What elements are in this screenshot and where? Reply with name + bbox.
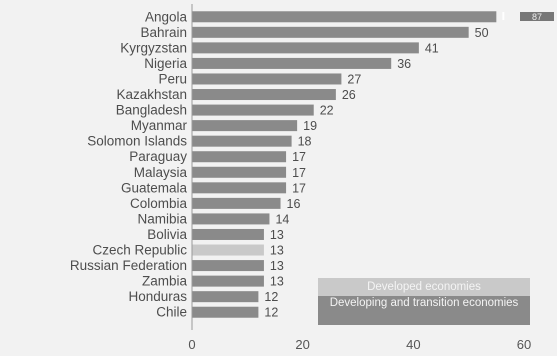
data-label-8: 18 xyxy=(298,135,312,149)
category-label-19: Chile xyxy=(156,305,187,320)
x-tick-label-3: 60 xyxy=(517,337,531,352)
category-label-5: Kazakhstan xyxy=(116,87,187,102)
bar-2 xyxy=(192,42,419,54)
bar-5 xyxy=(192,89,336,101)
category-label-6: Bangladesh xyxy=(116,103,187,118)
category-label-18: Honduras xyxy=(128,289,187,304)
bar-1 xyxy=(192,26,469,38)
bar-19 xyxy=(192,306,259,318)
data-label-5: 26 xyxy=(342,88,356,102)
category-label-12: Colombia xyxy=(130,196,188,211)
data-label-4: 27 xyxy=(347,72,361,86)
category-label-1: Bahrain xyxy=(140,25,187,40)
legend-swatch-developing xyxy=(318,296,530,325)
bar-11 xyxy=(192,182,287,194)
x-tick-label-1: 20 xyxy=(295,337,309,352)
data-label-19: 12 xyxy=(264,306,278,320)
data-label-16: 13 xyxy=(270,259,284,273)
category-label-16: Russian Federation xyxy=(70,258,187,273)
data-label-10: 17 xyxy=(292,166,306,180)
legend-swatch-developed xyxy=(318,278,530,296)
bar-16 xyxy=(192,260,264,272)
data-label-2: 41 xyxy=(425,41,439,55)
data-label-12: 16 xyxy=(287,197,301,211)
legend-label-developed: Developed economies xyxy=(367,281,481,293)
category-label-7: Myanmar xyxy=(131,118,188,133)
legend-label-developing: Developing and transition economies xyxy=(329,297,519,309)
bar-9 xyxy=(192,151,287,163)
bar-18 xyxy=(192,291,259,303)
data-label-3: 36 xyxy=(397,57,411,71)
bar-8 xyxy=(192,135,292,147)
bar-4 xyxy=(192,73,342,85)
category-label-15: Czech Republic xyxy=(92,243,187,258)
data-label-14: 13 xyxy=(270,228,284,242)
x-tick-label-2: 40 xyxy=(406,337,420,352)
bar-7 xyxy=(192,120,298,132)
category-label-13: Namibia xyxy=(137,211,187,226)
legend-developed: Developed economies xyxy=(318,278,530,296)
category-label-14: Bolivia xyxy=(147,227,187,242)
data-label-13: 14 xyxy=(275,212,289,226)
data-label-7: 19 xyxy=(303,119,317,133)
legend-developing: Developing and transition economies xyxy=(318,296,530,325)
data-label-17: 13 xyxy=(270,275,284,289)
data-label-11: 17 xyxy=(292,181,306,195)
category-label-11: Guatemala xyxy=(121,180,188,195)
bar-13 xyxy=(192,213,270,225)
bar-10 xyxy=(192,166,287,178)
bar-12 xyxy=(192,197,281,209)
bar-14 xyxy=(192,228,264,240)
corner-label: 87 xyxy=(532,12,542,22)
category-label-17: Zambia xyxy=(142,274,188,289)
bar-17 xyxy=(192,275,264,287)
bar-3 xyxy=(192,57,392,69)
corner-label-box xyxy=(520,12,554,21)
data-label-6: 22 xyxy=(320,104,334,118)
data-label-9: 17 xyxy=(292,150,306,164)
category-label-2: Kyrgyzstan xyxy=(120,40,187,55)
category-label-4: Peru xyxy=(158,71,187,86)
data-label-15: 13 xyxy=(270,244,284,258)
marker-0 xyxy=(502,12,505,20)
category-label-3: Nigeria xyxy=(144,56,187,71)
bar-0 xyxy=(192,11,497,23)
x-tick-label-0: 0 xyxy=(188,337,195,352)
category-label-8: Solomon Islands xyxy=(87,134,187,149)
bar-6 xyxy=(192,104,314,116)
data-label-1: 50 xyxy=(475,26,489,40)
category-label-10: Malaysia xyxy=(134,165,188,180)
category-label-9: Paraguay xyxy=(129,149,187,164)
category-label-0: Angola xyxy=(145,9,188,24)
data-label-18: 12 xyxy=(264,290,278,304)
x-axis: 0 20 40 60 xyxy=(188,4,531,352)
bar-15 xyxy=(192,244,264,256)
